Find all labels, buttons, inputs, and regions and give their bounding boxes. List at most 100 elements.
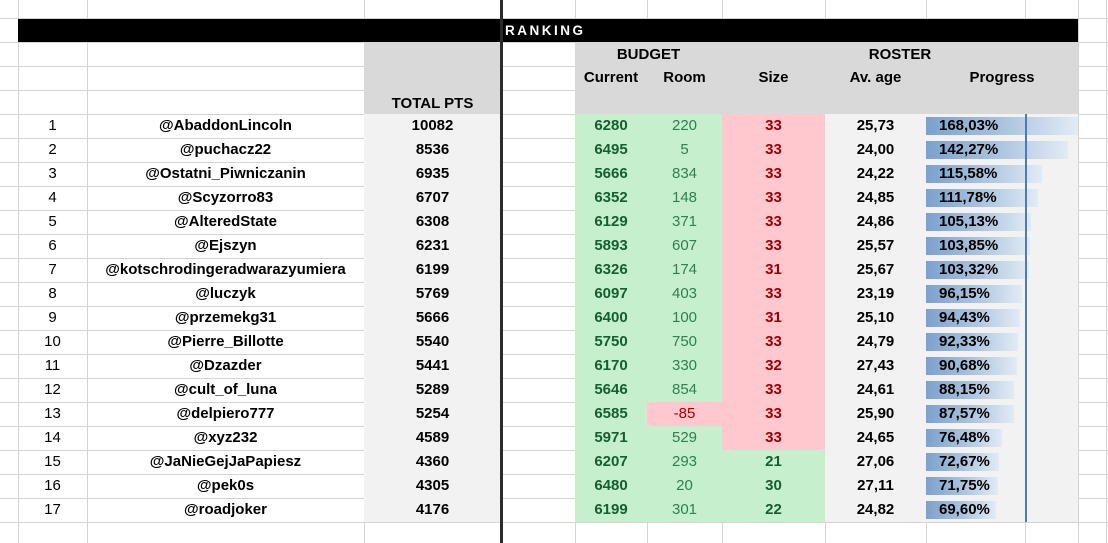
rank-cell[interactable]: 15 xyxy=(44,453,61,470)
progress-cell[interactable]: 142,27% xyxy=(926,138,1078,162)
av-age-column-header[interactable]: Av. age xyxy=(849,69,902,86)
rank-cell[interactable]: 12 xyxy=(44,381,61,398)
budget-room-cell[interactable]: 20 xyxy=(647,474,722,498)
total-pts-cell[interactable]: 6199 xyxy=(364,258,501,282)
budget-room-cell[interactable]: 529 xyxy=(647,426,722,450)
progress-cell[interactable]: 90,68% xyxy=(926,354,1078,378)
budget-room-cell[interactable]: 293 xyxy=(647,450,722,474)
roster-size-cell[interactable]: 33 xyxy=(722,138,825,162)
total-pts-cell[interactable]: 6231 xyxy=(364,234,501,258)
budget-room-cell[interactable]: 5 xyxy=(647,138,722,162)
av-age-cell[interactable]: 25,10 xyxy=(825,306,926,330)
total-pts-cell[interactable]: 5666 xyxy=(364,306,501,330)
progress-cell[interactable]: 103,85% xyxy=(926,234,1078,258)
roster-group-header[interactable]: ROSTER xyxy=(868,46,932,63)
budget-room-cell[interactable]: 750 xyxy=(647,330,722,354)
roster-size-cell[interactable]: 33 xyxy=(722,378,825,402)
budget-current-cell[interactable]: 6495 xyxy=(575,138,647,162)
roster-size-cell[interactable]: 21 xyxy=(722,450,825,474)
progress-cell[interactable]: 69,60% xyxy=(926,498,1078,522)
progress-cell[interactable]: 96,15% xyxy=(926,282,1078,306)
av-age-cell[interactable]: 24,79 xyxy=(825,330,926,354)
username-cell[interactable]: @Ejszyn xyxy=(194,237,257,254)
progress-cell[interactable]: 71,75% xyxy=(926,474,1078,498)
av-age-cell[interactable]: 25,57 xyxy=(825,234,926,258)
budget-current-cell[interactable]: 6199 xyxy=(575,498,647,522)
budget-current-cell[interactable]: 6207 xyxy=(575,450,647,474)
budget-room-cell[interactable]: 854 xyxy=(647,378,722,402)
budget-current-cell[interactable]: 6097 xyxy=(575,282,647,306)
rank-cell[interactable]: 11 xyxy=(44,357,61,374)
budget-current-cell[interactable]: 6480 xyxy=(575,474,647,498)
rank-cell[interactable]: 3 xyxy=(48,165,57,182)
progress-cell[interactable]: 115,58% xyxy=(926,162,1078,186)
av-age-cell[interactable]: 24,86 xyxy=(825,210,926,234)
username-cell[interactable]: @Scyzorro83 xyxy=(177,189,274,206)
av-age-cell[interactable]: 24,22 xyxy=(825,162,926,186)
rank-cell[interactable]: 17 xyxy=(44,501,61,518)
progress-cell[interactable]: 72,67% xyxy=(926,450,1078,474)
av-age-cell[interactable]: 25,73 xyxy=(825,114,926,138)
av-age-cell[interactable]: 24,82 xyxy=(825,498,926,522)
roster-size-cell[interactable]: 33 xyxy=(722,210,825,234)
total-pts-cell[interactable]: 6308 xyxy=(364,210,501,234)
username-cell[interactable]: @Dzazder xyxy=(189,357,262,374)
total-pts-cell[interactable]: 6707 xyxy=(364,186,501,210)
username-cell[interactable]: @pek0s xyxy=(196,477,255,494)
rank-cell[interactable]: 8 xyxy=(48,285,57,302)
rank-cell[interactable]: 7 xyxy=(48,261,57,278)
username-cell[interactable]: @przemekg31 xyxy=(174,309,277,326)
rank-cell[interactable]: 2 xyxy=(48,141,57,158)
freeze-pane-divider[interactable] xyxy=(500,0,503,543)
av-age-cell[interactable]: 24,61 xyxy=(825,378,926,402)
rank-cell[interactable]: 10 xyxy=(44,333,61,350)
total-pts-cell[interactable]: 5254 xyxy=(364,402,501,426)
budget-room-cell[interactable]: 607 xyxy=(647,234,722,258)
roster-size-cell[interactable]: 33 xyxy=(722,402,825,426)
roster-size-cell[interactable]: 22 xyxy=(722,498,825,522)
username-cell[interactable]: @luczyk xyxy=(195,285,256,302)
progress-column-header[interactable]: Progress xyxy=(969,69,1035,86)
roster-size-cell[interactable]: 33 xyxy=(722,282,825,306)
progress-cell[interactable]: 168,03% xyxy=(926,114,1078,138)
rank-cell[interactable]: 9 xyxy=(48,309,57,326)
budget-current-cell[interactable]: 6585 xyxy=(575,402,647,426)
budget-current-cell[interactable]: 5666 xyxy=(575,162,647,186)
username-cell[interactable]: @JaNieGejJaPapiesz xyxy=(149,453,302,470)
rank-cell[interactable]: 5 xyxy=(48,213,57,230)
current-column-header[interactable]: Current xyxy=(583,69,639,86)
budget-current-cell[interactable]: 5971 xyxy=(575,426,647,450)
username-cell[interactable]: @puchacz22 xyxy=(179,141,272,158)
roster-size-cell[interactable]: 33 xyxy=(722,426,825,450)
budget-current-cell[interactable]: 5646 xyxy=(575,378,647,402)
roster-size-cell[interactable]: 31 xyxy=(722,306,825,330)
budget-current-cell[interactable]: 5750 xyxy=(575,330,647,354)
total-pts-header[interactable]: TOTAL PTS xyxy=(364,42,501,114)
av-age-cell[interactable]: 27,06 xyxy=(825,450,926,474)
progress-cell[interactable]: 105,13% xyxy=(926,210,1078,234)
username-cell[interactable]: @roadjoker xyxy=(184,501,267,518)
rank-cell[interactable]: 4 xyxy=(48,189,57,206)
total-pts-cell[interactable]: 5540 xyxy=(364,330,501,354)
room-column-header[interactable]: Room xyxy=(663,69,706,86)
progress-cell[interactable]: 103,32% xyxy=(926,258,1078,282)
total-pts-cell[interactable]: 4305 xyxy=(364,474,501,498)
budget-room-cell[interactable]: 330 xyxy=(647,354,722,378)
roster-size-cell[interactable]: 33 xyxy=(722,186,825,210)
budget-room-cell[interactable]: 174 xyxy=(647,258,722,282)
roster-size-cell[interactable]: 33 xyxy=(722,234,825,258)
ranking-banner-cell[interactable]: RANKING xyxy=(18,19,1078,42)
budget-room-cell[interactable]: -85 xyxy=(647,402,722,426)
total-pts-cell[interactable]: 6935 xyxy=(364,162,501,186)
budget-room-cell[interactable]: 148 xyxy=(647,186,722,210)
username-cell[interactable]: @Ostatni_Piwniczanin xyxy=(145,165,306,182)
username-cell[interactable]: @cult_of_luna xyxy=(174,381,277,398)
roster-size-cell[interactable]: 33 xyxy=(722,114,825,138)
av-age-cell[interactable]: 25,90 xyxy=(825,402,926,426)
progress-cell[interactable]: 87,57% xyxy=(926,402,1078,426)
username-cell[interactable]: @Pierre_Billotte xyxy=(167,333,284,350)
budget-group-header[interactable]: BUDGET xyxy=(616,46,681,63)
av-age-cell[interactable]: 27,43 xyxy=(825,354,926,378)
av-age-cell[interactable]: 23,19 xyxy=(825,282,926,306)
budget-current-cell[interactable]: 6129 xyxy=(575,210,647,234)
